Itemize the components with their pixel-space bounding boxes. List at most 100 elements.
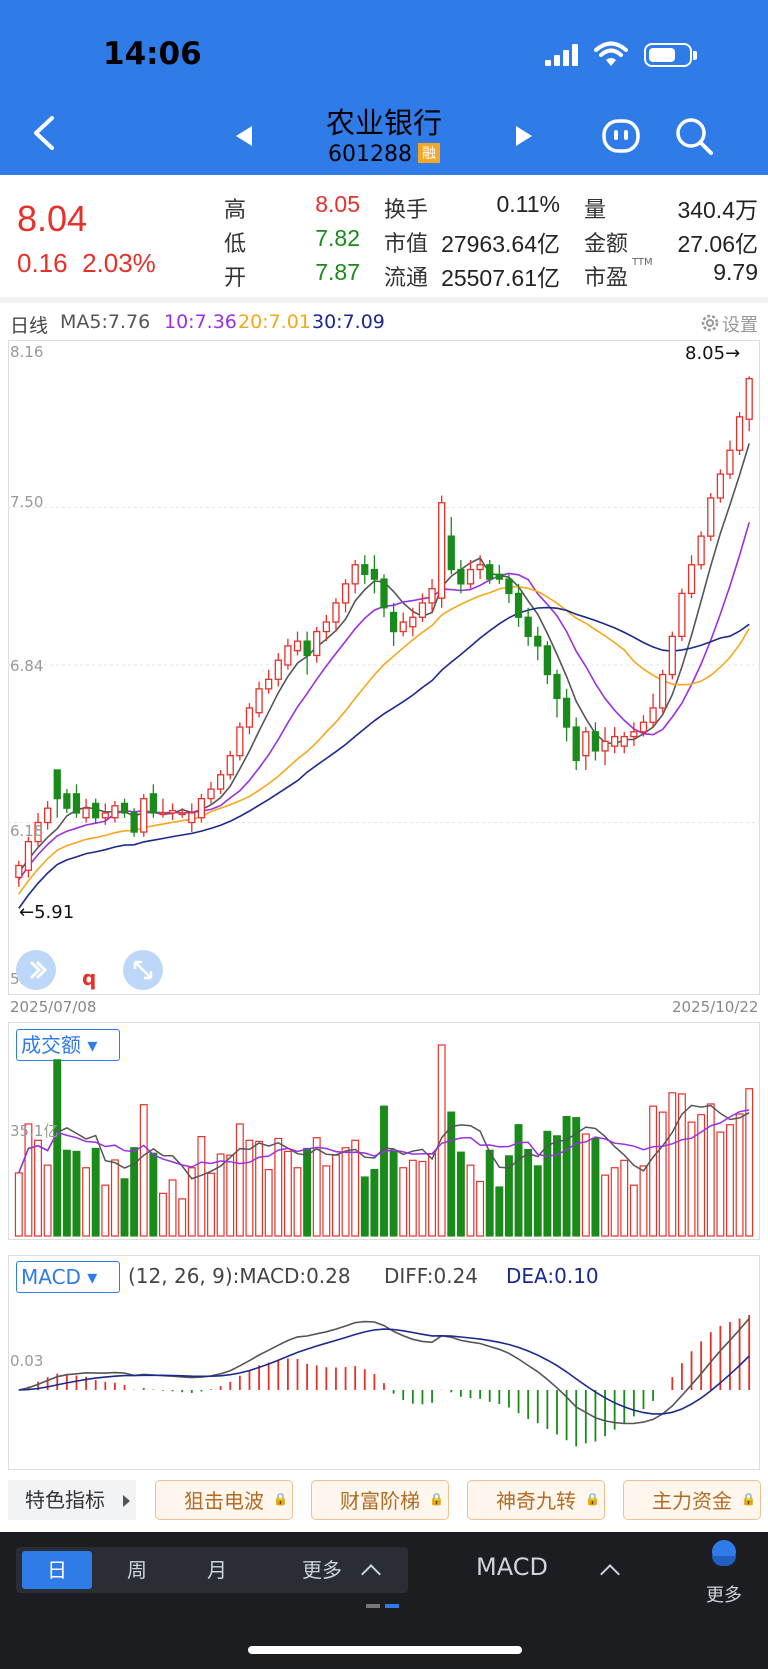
lock-icon: 🔒 <box>429 1492 444 1506</box>
candle-body <box>130 812 138 833</box>
volume-ma-line <box>18 1104 750 1180</box>
volume-bar <box>639 1165 648 1237</box>
volume-bar <box>360 1176 369 1237</box>
candle-body <box>707 497 715 537</box>
volume-bar <box>370 1169 379 1237</box>
volume-bar <box>43 1164 52 1237</box>
candle-body <box>188 812 196 824</box>
volume-bar <box>120 1178 129 1237</box>
volume-bar <box>312 1137 321 1237</box>
period-more[interactable]: 更多 <box>302 1558 342 1582</box>
volume-bar <box>380 1105 388 1237</box>
candle-body <box>178 812 186 816</box>
volume-bar <box>476 1180 485 1237</box>
prev-stock-icon[interactable] <box>236 126 252 146</box>
low-marker: ←5.91 <box>19 902 75 923</box>
candle-body <box>630 731 638 738</box>
status-time: 14:06 <box>103 36 202 72</box>
tag-wealth-ladder[interactable]: 财富阶梯 🔒 <box>311 1480 449 1520</box>
candle-body <box>216 774 225 790</box>
macd-diff: DIFF:0.24 <box>384 1264 479 1288</box>
volume-bar <box>408 1159 417 1237</box>
macd-dea: DEA:0.10 <box>506 1264 599 1288</box>
volume-bar <box>620 1159 629 1237</box>
quote-value: 340.4万 <box>677 197 758 223</box>
page-dot-active <box>385 1604 399 1608</box>
search-icon[interactable] <box>674 116 714 156</box>
volume-bar <box>331 1154 340 1237</box>
volume-bar <box>91 1147 100 1237</box>
volume-bar <box>216 1153 225 1237</box>
volume-bar <box>735 1113 744 1237</box>
tag-main-funds[interactable]: 主力资金 🔒 <box>623 1480 761 1520</box>
special-indicator-button[interactable]: 特色指标 <box>8 1480 136 1520</box>
quote-value: 7.82 <box>315 225 360 251</box>
volume-bar <box>687 1121 696 1237</box>
volume-bar <box>34 1139 42 1237</box>
kline-chart-frame[interactable] <box>8 340 760 995</box>
period-day[interactable]: 日 <box>22 1551 92 1589</box>
quote-label: 市值 <box>384 232 429 257</box>
lock-icon: 🔒 <box>741 1492 756 1506</box>
volume-bar <box>197 1135 206 1237</box>
indicator-switch[interactable]: MACD <box>476 1553 548 1581</box>
candle-body <box>82 807 90 819</box>
candle-body <box>399 621 407 633</box>
tag-sniper-wave[interactable]: 狙击电波 🔒 <box>155 1480 293 1520</box>
quote-label: 市盈 <box>584 266 629 291</box>
next-stock-icon[interactable] <box>516 126 532 146</box>
back-icon[interactable] <box>30 116 56 150</box>
volume-bar <box>553 1135 561 1237</box>
candle-body <box>716 473 724 499</box>
candle-body <box>53 769 61 800</box>
candle-body <box>418 602 427 618</box>
volume-bar <box>82 1167 91 1237</box>
volume-bar <box>745 1088 754 1237</box>
volume-bar <box>658 1111 667 1237</box>
period-week[interactable]: 周 <box>127 1558 147 1582</box>
volume-bar <box>649 1105 658 1237</box>
volume-ma-line <box>18 1109 750 1174</box>
y-label-2: 7.50 <box>10 493 44 511</box>
volume-bar <box>485 1149 494 1237</box>
candle-body <box>370 568 379 580</box>
assistant-icon[interactable] <box>601 118 641 154</box>
candle-body <box>745 377 753 420</box>
tag-magic-nine[interactable]: 神奇九转 🔒 <box>467 1480 605 1520</box>
candle-body <box>495 573 503 580</box>
quote-label: 流通 <box>384 266 429 291</box>
settings-label[interactable]: 设置 <box>722 315 758 336</box>
lock-icon: 🔒 <box>273 1492 288 1506</box>
more-menu-label[interactable]: 更多 <box>706 1585 742 1606</box>
candle-body <box>101 812 109 819</box>
period-month[interactable]: 月 <box>207 1558 227 1582</box>
home-indicator[interactable] <box>248 1646 522 1654</box>
settings-icon[interactable] <box>699 312 721 334</box>
period-label: 日线 <box>10 315 49 337</box>
stock-code: 601288 融 <box>250 142 518 167</box>
kline-chart[interactable] <box>8 340 760 995</box>
volume-selector[interactable]: 成交额 ▾ <box>16 1029 120 1061</box>
expand-left-button[interactable] <box>16 950 56 990</box>
candle-body <box>601 740 609 752</box>
volume-bar <box>562 1115 571 1237</box>
quote-label: 开 <box>224 266 247 291</box>
candle-body <box>649 707 657 723</box>
candle-body <box>697 535 705 566</box>
fullscreen-button[interactable] <box>123 950 163 990</box>
macd-selector[interactable]: MACD ▾ <box>16 1261 120 1293</box>
volume-bar <box>303 1147 312 1237</box>
candle-body <box>197 797 206 819</box>
candle-body <box>687 564 696 595</box>
volume-bar <box>264 1169 273 1237</box>
candle-body <box>524 616 532 638</box>
quote-label: 金额 <box>584 232 629 257</box>
volume-bar <box>389 1150 398 1237</box>
volume-bar <box>351 1139 360 1237</box>
volume-bar <box>543 1130 552 1237</box>
volume-bar <box>677 1093 686 1237</box>
candle-body <box>620 735 628 747</box>
candle-body <box>92 802 100 819</box>
candle-body <box>111 805 119 819</box>
battery-icon <box>644 43 697 67</box>
